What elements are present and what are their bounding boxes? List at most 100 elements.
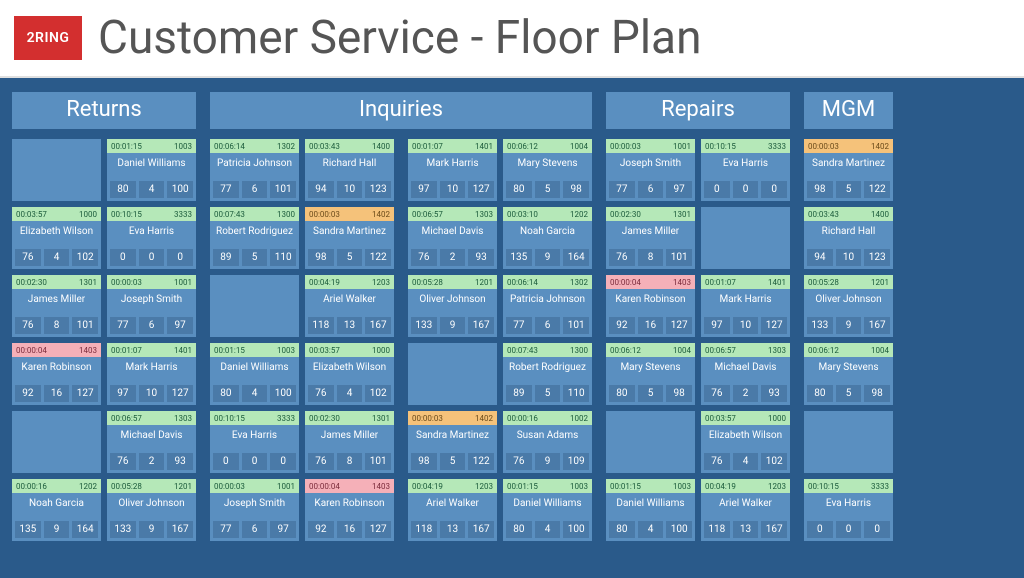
agent-stat: 94 [807, 249, 833, 266]
agent-cell[interactable]: 00:04:191203Ariel Walker11813167 [408, 479, 497, 541]
agent-cell[interactable]: 00:03:571000Elizabeth Wilson764102 [12, 207, 101, 269]
agent-stat: 2 [440, 249, 466, 266]
agent-id: 1000 [768, 413, 786, 423]
agent-stats: 768101 [305, 453, 394, 473]
agent-cell[interactable]: 00:00:031402Sandra Martinez985122 [305, 207, 394, 269]
agent-cell[interactable]: 00:07:431300Robert Rodriguez895110 [503, 343, 592, 405]
agent-name: Patricia Johnson [503, 289, 592, 309]
agent-time: 00:00:16 [507, 413, 538, 423]
agent-cell[interactable]: 00:10:153333Eva Harris000 [804, 479, 893, 541]
agent-stats: 764102 [12, 249, 101, 269]
agent-status-bar: 00:06:571303 [408, 207, 497, 221]
agent-cell[interactable]: 00:00:041403Karen Robinson9216127 [12, 343, 101, 405]
agent-cell[interactable]: 00:06:571303Michael Davis76293 [701, 343, 790, 405]
agent-cell[interactable]: 00:06:121004Mary Stevens80598 [804, 343, 893, 405]
agent-cell[interactable]: 00:00:031402Sandra Martinez985122 [804, 139, 893, 201]
agent-cell[interactable]: 00:03:101202Noah Garcia1359164 [503, 207, 592, 269]
agent-cell[interactable]: 00:05:281201Oliver Johnson1339167 [107, 479, 196, 541]
agent-cell[interactable]: 00:02:301301James Miller768101 [606, 207, 695, 269]
agent-cell[interactable]: 00:10:153333Eva Harris000 [107, 207, 196, 269]
agent-stat: 9 [440, 317, 466, 334]
agent-id: 1403 [79, 345, 97, 355]
agent-cell[interactable]: 00:03:571000Elizabeth Wilson764102 [701, 411, 790, 473]
agent-stat: 2 [139, 453, 165, 470]
section-header: Inquiries [210, 92, 592, 129]
agent-cell[interactable]: 00:00:031001Joseph Smith77697 [107, 275, 196, 337]
agent-cell[interactable]: 00:10:153333Eva Harris000 [210, 411, 299, 473]
agent-cell[interactable]: 00:05:281201Oliver Johnson1339167 [408, 275, 497, 337]
agent-cell[interactable]: 00:01:151003Daniel Williams804100 [503, 479, 592, 541]
agent-cell[interactable]: 00:00:161202Noah Garcia1359164 [12, 479, 101, 541]
agent-status-bar: 00:03:431400 [804, 207, 893, 221]
agent-cell[interactable]: 00:06:141302Patricia Johnson776101 [503, 275, 592, 337]
agent-cell[interactable]: 00:00:031001Joseph Smith77697 [210, 479, 299, 541]
brand-logo: 2RING [14, 16, 82, 60]
agent-cell[interactable]: 00:06:141302Patricia Johnson776101 [210, 139, 299, 201]
agent-stat: 101 [270, 181, 296, 198]
agent-cell[interactable]: 00:10:153333Eva Harris000 [701, 139, 790, 201]
agent-stats: 11813167 [305, 317, 394, 337]
agent-status-bar: 00:03:571000 [701, 411, 790, 425]
agent-cell[interactable]: 00:01:071401Mark Harris9710127 [701, 275, 790, 337]
agent-cell[interactable]: 00:01:071401Mark Harris9710127 [107, 343, 196, 405]
agent-cell[interactable]: 00:06:571303Michael Davis76293 [107, 411, 196, 473]
agent-time: 00:07:43 [214, 209, 245, 219]
agent-cell[interactable]: 00:04:191203Ariel Walker11813167 [701, 479, 790, 541]
agent-status-bar: 00:06:121004 [804, 343, 893, 357]
agent-cell[interactable]: 00:00:031402Sandra Martinez985122 [408, 411, 497, 473]
agent-cell[interactable]: 00:05:281201Oliver Johnson1339167 [804, 275, 893, 337]
agent-cell[interactable]: 00:00:161002Susan Adams769109 [503, 411, 592, 473]
header: 2RING Customer Service - Floor Plan [0, 0, 1024, 78]
agent-status-bar: 00:00:031402 [804, 139, 893, 153]
agent-time: 00:01:15 [610, 481, 641, 491]
agent-cell[interactable]: 00:01:071401Mark Harris9710127 [408, 139, 497, 201]
agent-cell[interactable]: 00:02:301301James Miller768101 [305, 411, 394, 473]
agent-stats: 1339167 [107, 521, 196, 541]
agent-id: 1001 [673, 141, 691, 151]
agent-stats: 000 [804, 521, 893, 541]
agent-status-bar: 00:06:571303 [701, 343, 790, 357]
agent-stat: 77 [213, 521, 239, 538]
agent-time: 00:00:03 [111, 277, 142, 287]
agent-stat: 102 [72, 249, 98, 266]
agent-stat: 13 [733, 521, 759, 538]
agent-id: 1302 [570, 277, 588, 287]
agent-time: 00:10:15 [705, 141, 736, 151]
agent-time: 00:00:04 [610, 277, 641, 287]
agent-cell[interactable]: 00:06:571303Michael Davis76293 [408, 207, 497, 269]
agent-stats: 000 [107, 249, 196, 269]
agent-id: 1004 [570, 141, 588, 151]
agent-cell[interactable]: 00:07:431300Robert Rodriguez895110 [210, 207, 299, 269]
agent-stat: 122 [864, 181, 890, 198]
agent-cell[interactable]: 00:00:041403Karen Robinson9216127 [305, 479, 394, 541]
agent-cell[interactable]: 00:03:571000Elizabeth Wilson764102 [305, 343, 394, 405]
agent-cell[interactable]: 00:03:431400Richard Hall9410123 [305, 139, 394, 201]
agent-cell[interactable]: 00:03:431400Richard Hall9410123 [804, 207, 893, 269]
agent-name: Sandra Martinez [408, 425, 497, 445]
agent-cell[interactable]: 00:02:301301James Miller768101 [12, 275, 101, 337]
agent-stat: 76 [15, 249, 41, 266]
agent-cell[interactable]: 00:06:121004Mary Stevens80598 [606, 343, 695, 405]
agent-cell[interactable]: 00:01:151003Daniel Williams804100 [210, 343, 299, 405]
agent-status-bar: 00:01:151003 [210, 343, 299, 357]
agent-time: 00:03:43 [808, 209, 839, 219]
agent-cell[interactable]: 00:00:041403Karen Robinson9216127 [606, 275, 695, 337]
agent-id: 1303 [768, 345, 786, 355]
agent-grid: 00:06:141302Patricia Johnson77610100:03:… [210, 139, 394, 541]
agent-cell[interactable]: 00:00:031001Joseph Smith77697 [606, 139, 695, 201]
agent-stat: 100 [666, 521, 692, 538]
agent-id: 1000 [372, 345, 390, 355]
agent-status-bar: 00:06:121004 [606, 343, 695, 357]
agent-id: 1001 [174, 277, 192, 287]
agent-name: Patricia Johnson [210, 153, 299, 173]
agent-stat: 10 [337, 181, 363, 198]
agent-cell[interactable]: 00:06:121004Mary Stevens80598 [503, 139, 592, 201]
agent-stat: 6 [638, 181, 664, 198]
agent-name: Mary Stevens [606, 357, 695, 377]
agent-cell[interactable]: 00:01:151003Daniel Williams804100 [107, 139, 196, 201]
agent-time: 00:06:12 [808, 345, 839, 355]
agent-name: Ariel Walker [305, 289, 394, 309]
agent-stat: 76 [609, 249, 635, 266]
agent-cell[interactable]: 00:01:151003Daniel Williams804100 [606, 479, 695, 541]
agent-cell[interactable]: 00:04:191203Ariel Walker11813167 [305, 275, 394, 337]
